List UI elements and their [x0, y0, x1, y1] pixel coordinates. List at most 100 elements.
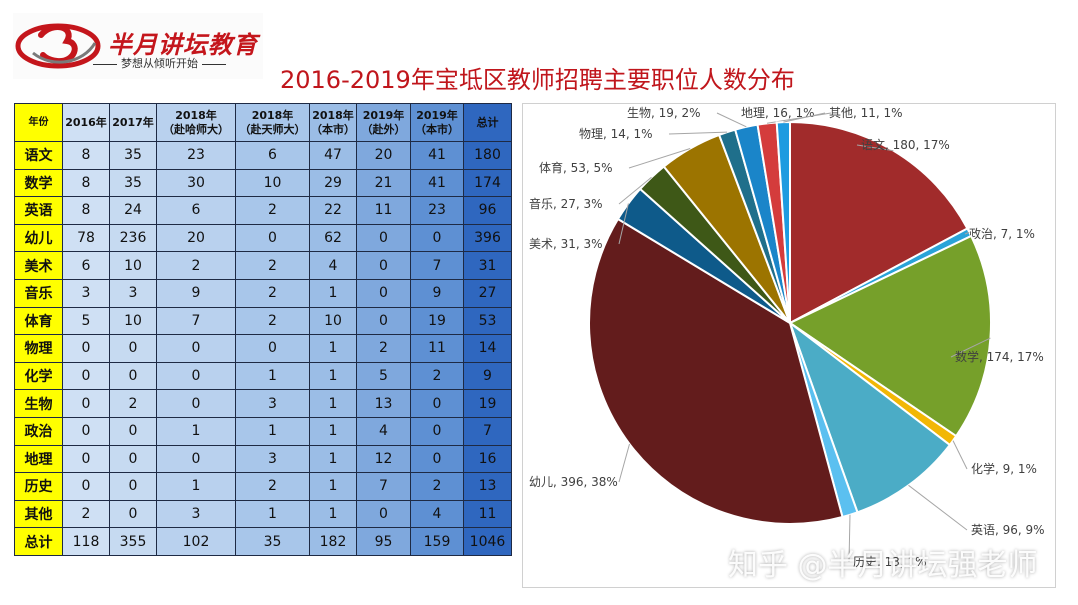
value-cell: 0 [156, 444, 236, 474]
pie-leader-line [618, 176, 652, 205]
table-row: 音乐 3 3 9 2 1 0 9 27 [14, 278, 512, 308]
value-cell: 1 [309, 416, 357, 446]
pie-slice-6 [588, 217, 844, 525]
value-cell: 1 [235, 361, 310, 391]
column-header-text: 2019年 [362, 108, 405, 122]
value-cell: 1 [309, 278, 357, 308]
pie-leader-line [628, 148, 691, 169]
pie-data-label: 化学, 9, 1% [971, 461, 1037, 476]
table-row: 政治 0 0 1 1 1 4 0 7 [14, 416, 512, 446]
value-cell: 21 [356, 168, 411, 198]
subject-cell: 幼儿 [14, 223, 63, 253]
value-cell: 41 [410, 168, 464, 198]
value-cell: 4 [309, 251, 357, 280]
column-header: 2016年 [62, 103, 110, 142]
subject-cell: 英语 [14, 196, 63, 225]
value-cell: 2 [356, 334, 411, 363]
pie-slice-0 [789, 120, 969, 325]
value-cell: 0 [109, 361, 157, 391]
column-header-text: （赴哈师大） [163, 122, 229, 136]
subject-cell: 美术 [14, 251, 63, 280]
value-cell: 0 [356, 278, 411, 308]
column-header: 总计 [463, 103, 512, 142]
value-cell: 102 [156, 527, 236, 556]
value-cell: 24 [109, 196, 157, 225]
column-header-text: 总计 [476, 115, 499, 129]
table-body: 语文 8 35 23 6 47 20 41 180 数学 8 35 30 10 29 21 41 174 英语 8 24… [14, 141, 512, 556]
value-cell: 6 [62, 251, 110, 280]
value-cell: 47 [309, 141, 357, 170]
value-cell: 1 [309, 334, 357, 363]
table-row: 英语 8 24 6 2 22 11 23 96 [14, 196, 512, 225]
pie-data-label: 音乐, 27, 3% [529, 196, 603, 211]
value-cell: 20 [356, 141, 411, 170]
subject-cell: 总计 [14, 527, 63, 556]
value-cell: 2 [235, 251, 310, 280]
value-cell: 182 [309, 527, 357, 556]
pie-chart-svg: 语文, 180, 17% 政治, 7, 1% 数学, 174, 17% 化学, 9, … [529, 106, 1045, 569]
value-cell: 27 [463, 278, 512, 308]
table-row: 生物 0 2 0 3 1 13 0 19 [14, 389, 512, 418]
value-cell: 4 [356, 416, 411, 446]
value-cell: 0 [62, 334, 110, 363]
value-cell: 1 [235, 416, 310, 446]
value-cell: 10 [309, 306, 357, 336]
value-cell: 19 [463, 389, 512, 418]
value-cell: 12 [356, 444, 411, 474]
subject-cell: 音乐 [14, 278, 63, 308]
subject-cell: 其他 [14, 499, 63, 529]
logo-mark-icon [15, 23, 101, 69]
value-cell: 0 [410, 223, 464, 253]
pie-leader-line [856, 144, 894, 152]
value-cell: 1 [309, 499, 357, 529]
pie-leader-line [848, 514, 851, 563]
value-cell: 7 [356, 472, 411, 501]
value-cell: 35 [109, 168, 157, 198]
value-cell: 2 [156, 251, 236, 280]
column-header: 2019年 （赴外） [356, 103, 411, 142]
pie-data-label: 其他, 11, 1% [829, 106, 903, 120]
value-cell: 96 [463, 196, 512, 225]
value-cell: 1 [156, 416, 236, 446]
value-cell: 0 [156, 361, 236, 391]
watermark: 知乎 @半月讲坛强老师 [728, 548, 1038, 583]
subject-cell: 化学 [14, 361, 63, 391]
value-cell: 11 [410, 334, 464, 363]
value-cell: 0 [156, 389, 236, 418]
value-cell: 8 [62, 196, 110, 225]
value-cell: 10 [235, 168, 310, 198]
value-cell: 22 [309, 196, 357, 225]
value-cell: 0 [62, 444, 110, 474]
pie-data-label: 体育, 53, 5% [539, 160, 613, 175]
value-cell: 1 [156, 472, 236, 501]
pie-leader-line [716, 112, 747, 128]
value-cell: 174 [463, 168, 512, 198]
value-cell: 5 [356, 361, 411, 391]
value-cell: 0 [62, 416, 110, 446]
value-cell: 5 [62, 306, 110, 336]
logo-slogan: 梦想从倾听开始 [89, 55, 230, 71]
data-table: 年份 2016年 2017年 2018年 （赴哈师大） 2018年 （赴天师大） 2018年（… [14, 103, 512, 556]
column-header: 2019年 （本市） [410, 103, 464, 142]
pie-data-label: 地理, 16, 1% [741, 106, 815, 120]
table-row: 总计 118 355 102 35 182 95 159 1046 [14, 527, 512, 556]
value-cell: 0 [62, 389, 110, 418]
value-cell: 23 [410, 196, 464, 225]
value-cell: 0 [410, 416, 464, 446]
value-cell: 1 [309, 472, 357, 501]
pie-leader-line [950, 337, 991, 358]
value-cell: 7 [463, 416, 512, 446]
pie-leader-line [964, 231, 970, 235]
pie-leader-line [783, 112, 826, 123]
data-table-wrap: 年份 2016年 2017年 2018年 （赴哈师大） 2018年 （赴天师大） 2018年（… [14, 103, 512, 556]
value-cell: 2 [109, 389, 157, 418]
page-title: 2016-2019年宝坻区教师招聘主要职位人数分布 [280, 66, 795, 94]
value-cell: 9 [463, 361, 512, 391]
logo: 半月讲坛教育 梦想从倾听开始 [13, 13, 263, 79]
value-cell: 0 [109, 472, 157, 501]
value-cell: 11 [463, 499, 512, 529]
value-cell: 2 [235, 306, 310, 336]
value-cell: 3 [156, 499, 236, 529]
value-cell: 7 [410, 251, 464, 280]
value-cell: 8 [62, 141, 110, 170]
